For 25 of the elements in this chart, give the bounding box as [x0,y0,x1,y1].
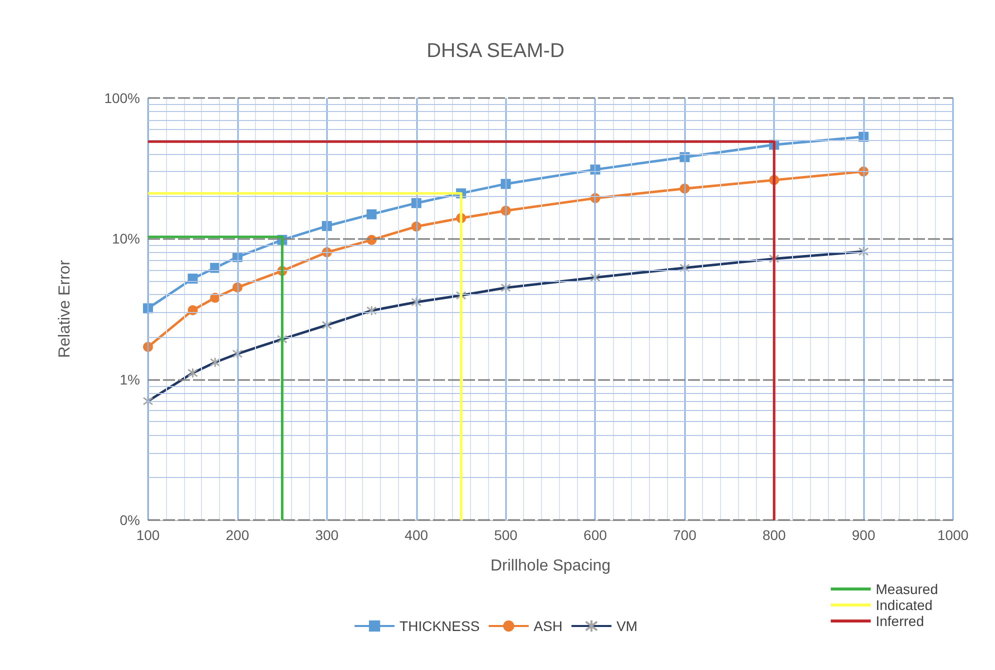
x-tick-label: 100 [136,527,160,543]
point [366,209,377,220]
x-axis-title: Drillhole Spacing [490,558,611,574]
x-tick-label: 500 [494,527,518,543]
y-tick-label: 10% [112,230,140,247]
x-tick-label: 700 [672,527,697,543]
x-tick-label: 800 [762,527,786,543]
x-tick-label: 200 [226,527,250,543]
legend-label: ASH [534,618,562,634]
legend-label: Inferred [876,613,924,629]
y-tick-label: 0% [120,512,140,528]
chart-title: DHSA SEAM-D [426,40,564,62]
x-tick-label: 300 [315,527,339,543]
point [188,274,198,284]
legend-label: Measured [876,581,938,597]
legend-label: Indicated [876,597,933,613]
y-tick-label: 1% [120,371,140,388]
x-tick-label: 400 [404,527,428,543]
x-tick-label: 600 [584,527,608,543]
y-axis-title: Relative Error [56,259,74,358]
x-tick-label: 1000 [937,527,969,543]
legend-label: VM [616,618,638,634]
x-tick-label: 900 [852,527,876,543]
y-tick-label: 100% [104,90,140,106]
legend-label: THICKNESS [400,618,480,634]
